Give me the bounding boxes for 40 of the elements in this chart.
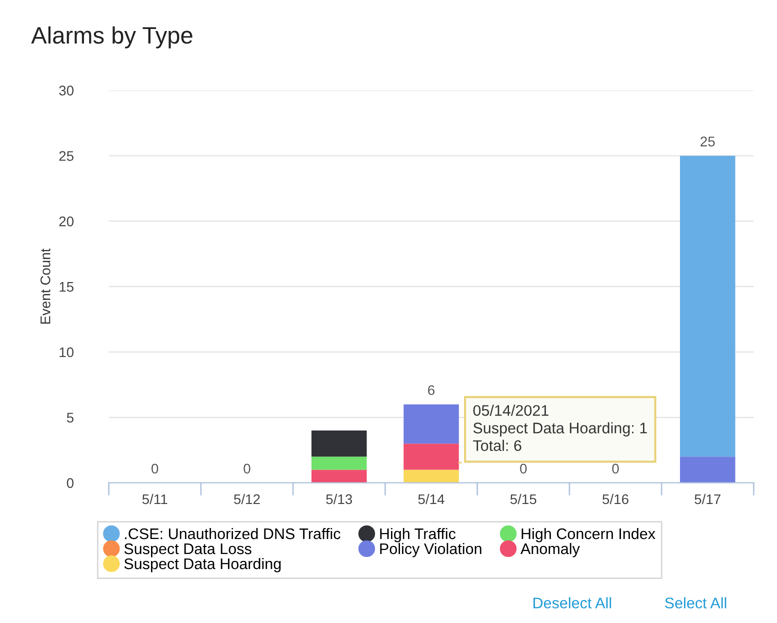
x-tick-label: 5/14 xyxy=(418,494,444,504)
legend-label: Suspect Data Hoarding xyxy=(124,558,281,572)
bar xyxy=(404,404,459,444)
y-axis-title: Event Count xyxy=(40,248,50,324)
total-label: 25 xyxy=(700,136,715,146)
bar xyxy=(680,156,736,457)
legend-label: High Concern Index xyxy=(522,528,656,542)
chart-title: Alarms by Type xyxy=(31,26,192,48)
x-tick-label: 5/16 xyxy=(602,494,628,504)
total-label: 0 xyxy=(520,464,527,474)
total-label: 6 xyxy=(428,385,434,396)
bar xyxy=(680,456,736,483)
annotation: 05/14/2021 Suspect Data Hoarding: 1 Total: 6 xyxy=(473,404,647,452)
total-label: 0 xyxy=(244,464,250,474)
y-tick-label: 15 xyxy=(60,282,74,292)
bar xyxy=(311,470,367,483)
bar xyxy=(311,430,367,457)
y-tick-label: 0 xyxy=(66,478,74,488)
text: Deselect All xyxy=(534,597,612,608)
x-tick-label: 5/12 xyxy=(234,494,260,504)
x-tick-label: 5/15 xyxy=(510,494,536,504)
total-label: 0 xyxy=(152,464,158,474)
legend-label: High Traffic xyxy=(380,528,456,542)
legend-label: Suspect Data Loss xyxy=(124,543,252,558)
legend-label: Anomaly xyxy=(520,542,580,558)
x-tick-label: 5/11 xyxy=(142,494,168,504)
bar xyxy=(311,456,367,470)
x-tick-label: 5/13 xyxy=(326,494,352,504)
total-label: 0 xyxy=(612,464,619,474)
y-tick-label: 10 xyxy=(60,347,74,358)
bar xyxy=(404,444,459,470)
bar xyxy=(404,470,459,483)
y-tick-label: 5 xyxy=(66,412,74,423)
y-tick-label: 30 xyxy=(59,86,74,96)
y-tick-label: 25 xyxy=(59,151,74,161)
y-tick-label: 20 xyxy=(59,216,74,226)
x-tick-label: 5/17 xyxy=(694,494,720,504)
legend-label: .CSE: Unauthorized DNS Traffic xyxy=(125,528,340,540)
legend-label: Policy Violation xyxy=(380,542,482,558)
text: Select All xyxy=(665,597,726,608)
